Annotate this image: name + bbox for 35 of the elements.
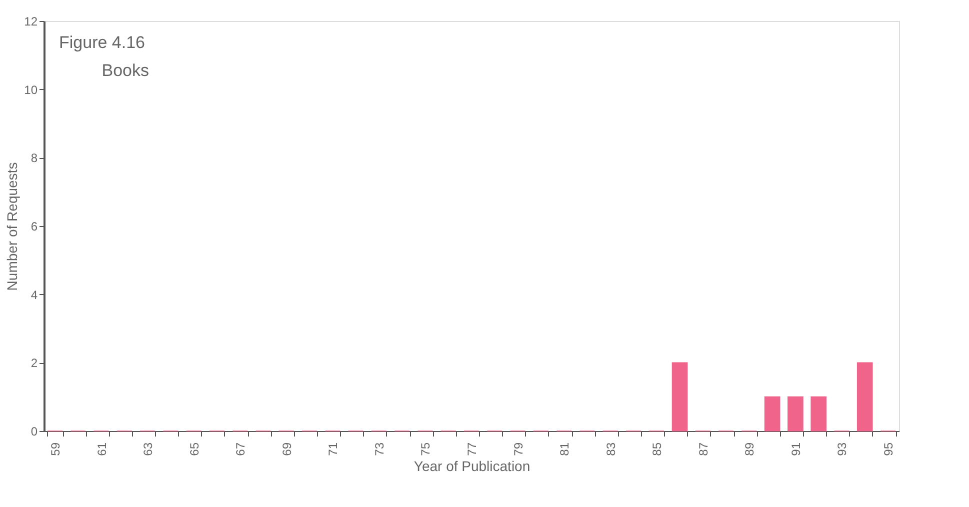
text: Books [102,61,149,80]
bar [856,362,873,432]
x-axis-title: Year of Publication [414,458,530,474]
x-tick-label: 85 [650,442,664,456]
y-tick-label: 8 [30,151,38,166]
y-tick-label: 12 [24,14,38,28]
x-tick-label: 59 [48,442,62,456]
x-tick-label: 77 [465,442,479,456]
y-tick-label: 6 [30,220,38,234]
x-tick-label: 81 [558,442,572,456]
x-tick-label: 87 [696,442,710,456]
x-tick-label: 73 [372,442,386,456]
x-tick-label: 67 [234,442,248,456]
x-tick-label: 71 [326,442,340,456]
y-tick-label: 4 [30,288,38,302]
bar [764,396,780,432]
x-tick-label: 69 [280,442,294,456]
x-tick-label: 61 [94,442,109,456]
bar [672,362,688,432]
y-tick-label: 2 [30,356,38,370]
x-tick-label: 79 [511,442,526,456]
y-axis-title: Number of Requests [4,162,20,291]
x-tick-label: 91 [788,442,803,456]
x-tick-label: 95 [882,442,896,456]
y-tick-label: 10 [24,82,38,97]
y-tick-label: 0 [30,424,38,438]
x-tick-label: 83 [604,442,618,456]
x-tick-label: 89 [742,442,757,456]
x-tick-label: 75 [418,442,433,456]
x-tick-label: 63 [141,442,156,456]
x-tick-label: 65 [187,442,202,456]
text: Figure 4.16 [59,33,145,52]
bar [810,396,827,432]
x-tick-label: 93 [835,442,850,456]
bar [788,396,804,432]
